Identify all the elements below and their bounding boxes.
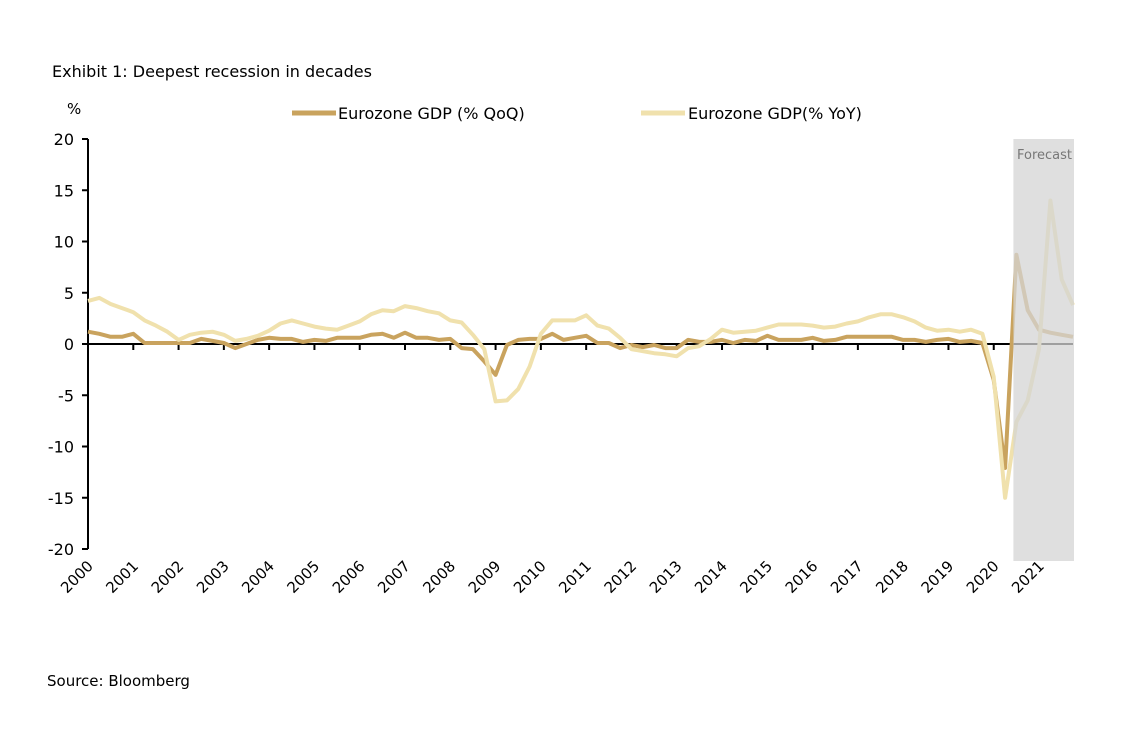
x-tick-label: 2007 <box>374 557 414 597</box>
y-tick-label: 10 <box>54 233 74 252</box>
y-axis-label: % <box>67 100 81 118</box>
forecast-shade <box>1013 139 1074 561</box>
y-tick-label: -15 <box>48 489 74 508</box>
legend-label: Eurozone GDP(% YoY) <box>688 104 862 123</box>
x-tick-label: 2019 <box>918 557 958 597</box>
x-tick-label: 2000 <box>57 557 97 597</box>
y-tick-label: -20 <box>48 540 74 559</box>
x-tick-label: 2013 <box>646 557 686 597</box>
y-tick-label: 0 <box>64 335 74 354</box>
x-tick-label: 2005 <box>284 557 324 597</box>
x-tick-label: 2003 <box>193 557 233 597</box>
x-tick-label: 2017 <box>827 557 867 597</box>
x-tick-label: 2020 <box>963 557 1003 597</box>
x-tick-label: 2009 <box>465 557 505 597</box>
x-tick-label: 2015 <box>736 557 776 597</box>
x-tick-label: 2012 <box>601 557 641 597</box>
x-tick-label: 2002 <box>148 557 188 597</box>
x-tick-label: 2011 <box>555 557 595 597</box>
y-tick-label: 15 <box>54 181 74 200</box>
forecast-label: Forecast <box>1017 148 1072 163</box>
series-line-qoq <box>87 252 1074 470</box>
source-note: Source: Bloomberg <box>47 672 190 690</box>
y-tick-label: 5 <box>64 284 74 303</box>
x-tick-label: 2014 <box>691 557 731 597</box>
x-tick-label: 2018 <box>872 557 912 597</box>
x-tick-label: 2016 <box>782 557 822 597</box>
x-tick-label: 2008 <box>419 557 459 597</box>
x-tick-label: 2010 <box>510 557 550 597</box>
y-tick-label: -5 <box>58 386 74 405</box>
x-tick-label: 2004 <box>238 557 278 597</box>
x-tick-label: 2006 <box>329 557 369 597</box>
series-line-yoy <box>87 198 1075 500</box>
chart-title: Exhibit 1: Deepest recession in decades <box>52 62 372 81</box>
y-tick-label: -10 <box>48 438 74 457</box>
legend-label: Eurozone GDP (% QoQ) <box>338 104 525 123</box>
x-tick-label: 2001 <box>102 557 142 597</box>
y-tick-label: 20 <box>54 130 74 149</box>
x-tick-label: 2021 <box>1008 557 1048 597</box>
